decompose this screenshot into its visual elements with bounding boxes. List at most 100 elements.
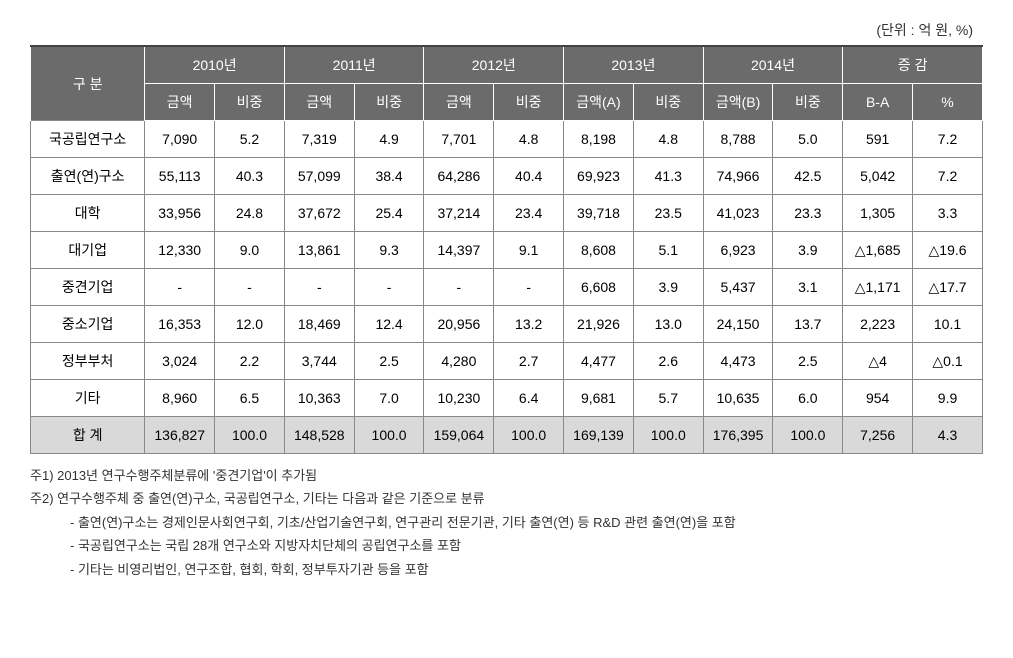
cell-value: 6,608 — [564, 269, 634, 306]
cell-value: △0.1 — [913, 343, 983, 380]
cell-value: 4.8 — [633, 121, 703, 158]
row-label: 중견기업 — [31, 269, 145, 306]
header-year-2010: 2010년 — [145, 46, 285, 84]
footnote-line: 주1) 2013년 연구수행주체분류에 '중견기업'이 추가됨 — [30, 464, 983, 487]
cell-value: 2.2 — [215, 343, 285, 380]
cell-value: 136,827 — [145, 417, 215, 454]
header-year-2014: 2014년 — [703, 46, 843, 84]
row-label: 중소기업 — [31, 306, 145, 343]
cell-value: 9.3 — [354, 232, 424, 269]
table-row: 대학33,95624.837,67225.437,21423.439,71823… — [31, 195, 983, 232]
cell-value: 21,926 — [564, 306, 634, 343]
subheader-ratio: 비중 — [354, 84, 424, 121]
cell-value: 5.2 — [215, 121, 285, 158]
subheader-amount-b: 금액(B) — [703, 84, 773, 121]
cell-value: 2.6 — [633, 343, 703, 380]
header-category: 구 분 — [31, 46, 145, 121]
cell-value: △1,171 — [843, 269, 913, 306]
cell-value: 148,528 — [284, 417, 354, 454]
cell-value: 5.1 — [633, 232, 703, 269]
cell-value: 4.8 — [494, 121, 564, 158]
cell-value: 7,090 — [145, 121, 215, 158]
cell-value: 16,353 — [145, 306, 215, 343]
cell-value: 13,861 — [284, 232, 354, 269]
cell-value: 13.0 — [633, 306, 703, 343]
cell-value: 954 — [843, 380, 913, 417]
cell-value: 64,286 — [424, 158, 494, 195]
subheader-ratio: 비중 — [215, 84, 285, 121]
cell-value: 6,923 — [703, 232, 773, 269]
cell-value: 38.4 — [354, 158, 424, 195]
cell-value: 7,701 — [424, 121, 494, 158]
cell-value: 40.3 — [215, 158, 285, 195]
cell-value: 9.0 — [215, 232, 285, 269]
cell-value: 591 — [843, 121, 913, 158]
cell-value: 7.2 — [913, 158, 983, 195]
cell-value: 5,042 — [843, 158, 913, 195]
cell-value: 23.4 — [494, 195, 564, 232]
cell-value: 33,956 — [145, 195, 215, 232]
cell-value: 14,397 — [424, 232, 494, 269]
footnote-sub-line: - 출연(연)구소는 경제인문사회연구회, 기초/산업기술연구회, 연구관리 전… — [30, 511, 983, 534]
cell-value: 100.0 — [354, 417, 424, 454]
cell-value: △19.6 — [913, 232, 983, 269]
cell-value: 100.0 — [215, 417, 285, 454]
cell-value: 8,198 — [564, 121, 634, 158]
subheader-amount: 금액 — [145, 84, 215, 121]
cell-value: △17.7 — [913, 269, 983, 306]
cell-value: 7,256 — [843, 417, 913, 454]
cell-value: - — [424, 269, 494, 306]
subheader-amount: 금액 — [284, 84, 354, 121]
table-row: 출연(연)구소55,11340.357,09938.464,28640.469,… — [31, 158, 983, 195]
cell-value: 7,319 — [284, 121, 354, 158]
row-label: 합 계 — [31, 417, 145, 454]
header-year-2011: 2011년 — [284, 46, 424, 84]
cell-value: - — [494, 269, 564, 306]
cell-value: 3.1 — [773, 269, 843, 306]
cell-value: - — [354, 269, 424, 306]
table-row: 정부부처3,0242.23,7442.54,2802.74,4772.64,47… — [31, 343, 983, 380]
cell-value: 39,718 — [564, 195, 634, 232]
table-body: 국공립연구소7,0905.27,3194.97,7014.88,1984.88,… — [31, 121, 983, 454]
cell-value: △1,685 — [843, 232, 913, 269]
cell-value: 8,608 — [564, 232, 634, 269]
footnotes: 주1) 2013년 연구수행주체분류에 '중견기업'이 추가됨 주2) 연구수행… — [30, 464, 983, 581]
footnote-line: 주2) 연구수행주체 중 출연(연)구소, 국공립연구소, 기타는 다음과 같은… — [30, 487, 983, 510]
cell-value: 4,473 — [703, 343, 773, 380]
cell-value: 7.2 — [913, 121, 983, 158]
cell-value: 9.9 — [913, 380, 983, 417]
cell-value: 10,230 — [424, 380, 494, 417]
cell-value: 55,113 — [145, 158, 215, 195]
cell-value: 41.3 — [633, 158, 703, 195]
cell-value: 100.0 — [494, 417, 564, 454]
cell-value: 10,363 — [284, 380, 354, 417]
table-header: 구 분 2010년 2011년 2012년 2013년 2014년 증 감 금액… — [31, 46, 983, 121]
header-change: 증 감 — [843, 46, 983, 84]
footnote-sub-line: - 기타는 비영리법인, 연구조합, 협회, 학회, 정부투자기관 등을 포함 — [30, 558, 983, 581]
cell-value: 10,635 — [703, 380, 773, 417]
subheader-amount-a: 금액(A) — [564, 84, 634, 121]
cell-value: 57,099 — [284, 158, 354, 195]
cell-value: 7.0 — [354, 380, 424, 417]
cell-value: 74,966 — [703, 158, 773, 195]
cell-value: 10.1 — [913, 306, 983, 343]
header-year-2012: 2012년 — [424, 46, 564, 84]
row-label: 출연(연)구소 — [31, 158, 145, 195]
subheader-ratio: 비중 — [633, 84, 703, 121]
subheader-diff: B-A — [843, 84, 913, 121]
cell-value: 20,956 — [424, 306, 494, 343]
cell-value: 24,150 — [703, 306, 773, 343]
table-row: 중소기업16,35312.018,46912.420,95613.221,926… — [31, 306, 983, 343]
cell-value: 4,280 — [424, 343, 494, 380]
cell-value: △4 — [843, 343, 913, 380]
cell-value: 2.5 — [773, 343, 843, 380]
cell-value: - — [284, 269, 354, 306]
cell-value: 6.0 — [773, 380, 843, 417]
cell-value: 8,960 — [145, 380, 215, 417]
table-row: 기타8,9606.510,3637.010,2306.49,6815.710,6… — [31, 380, 983, 417]
cell-value: 3.9 — [773, 232, 843, 269]
cell-value: 3,744 — [284, 343, 354, 380]
cell-value: 12,330 — [145, 232, 215, 269]
cell-value: 4.3 — [913, 417, 983, 454]
cell-value: 37,672 — [284, 195, 354, 232]
